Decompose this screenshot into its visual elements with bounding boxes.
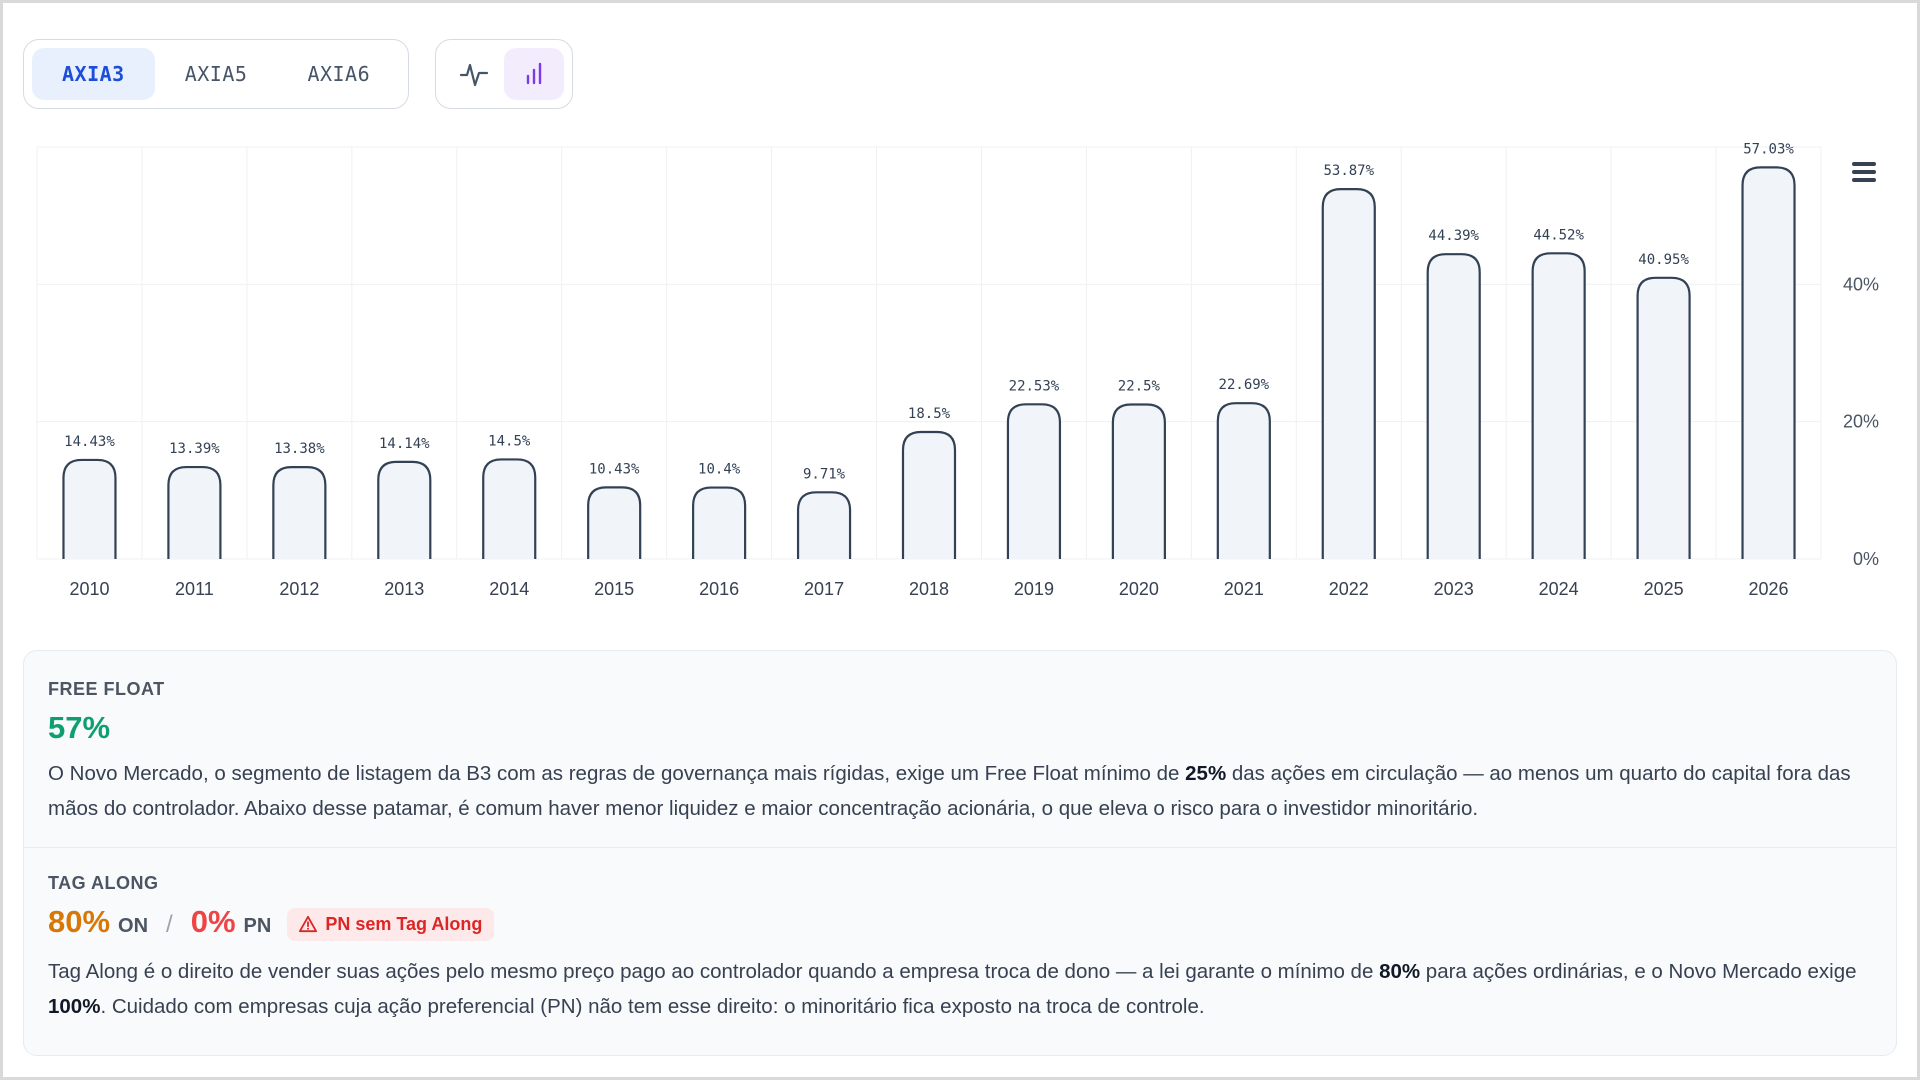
bar-2010 [62,458,117,559]
data-label: 22.5% [1118,379,1161,395]
x-tick-label: 2012 [279,579,319,599]
x-tick-label: 2018 [909,579,949,599]
x-tick-label: 2022 [1329,579,1369,599]
tag-along-novo-mercado: 100% [48,995,101,1018]
tag-along-description: Tag Along é o direito de vender suas açõ… [48,954,1878,1024]
bar-2026 [1741,166,1796,559]
pn-warning-text: PN sem Tag Along [325,913,483,934]
info-panel: FREE FLOAT 57% O Novo Mercado, o segment… [23,650,1897,1056]
data-label: 18.5% [908,406,951,422]
bar-2012 [272,466,327,559]
x-tick-label: 2015 [594,579,634,599]
bar-chart-icon [526,62,542,85]
chart-type-selector [435,39,574,109]
x-tick-label: 2021 [1224,579,1264,599]
x-tick-label: 2025 [1644,579,1684,599]
data-label: 10.43% [589,461,640,477]
x-tick-label: 2014 [489,579,529,599]
bar-2015 [587,486,642,559]
x-tick-label: 2020 [1119,579,1159,599]
toolbar: AXIA3 AXIA5 AXIA6 [23,39,574,109]
ticker-tab-axia5[interactable]: AXIA5 [184,62,248,86]
x-tick-label: 2011 [175,579,214,599]
tag-along-min-on: 80% [1379,960,1421,983]
data-label: 13.39% [169,441,220,457]
bar-2014 [482,458,537,559]
x-tick-label: 2023 [1434,579,1474,599]
free-float-text-1: O Novo Mercado, o segmento de listagem d… [48,762,1186,785]
bar-2025 [1636,276,1691,559]
bar-2021 [1216,402,1271,559]
free-float-chart: 0% 20% 40% 14.43% 2010 13.39% 2011 13.38% 2012 14… [3,133,1920,613]
pn-warning-badge: PN sem Tag Along [287,907,495,941]
data-label: 57.03% [1743,141,1794,157]
bar-2016 [692,486,747,559]
tag-along-on-value: 80% [48,904,111,939]
x-tick-label: 2019 [1014,579,1054,599]
chart-svg: 0% 20% 40% 14.43% 2010 13.39% 2011 13.38% 2012 14… [36,141,1879,599]
hamburger-menu-icon [1852,162,1876,182]
tag-along-section: TAG ALONG 80% ON / 0% PN PN sem Tag Alon… [48,873,1872,1024]
tag-along-pn-label: PN [243,915,272,937]
tag-along-text-1: Tag Along é o direito de vender suas açõ… [48,960,1380,983]
line-chart-icon [460,63,489,87]
line-chart-button[interactable] [444,48,504,100]
free-float-text-2: das ações em circulação — ao menos um qu… [48,762,1851,820]
ticker-selector: AXIA3 AXIA5 AXIA6 [23,39,410,109]
warning-triangle-icon [299,915,318,933]
data-label: 14.5% [488,433,531,449]
bar-2013 [377,460,432,559]
bar-2023 [1426,253,1481,559]
data-label: 40.95% [1638,252,1689,268]
section-divider [24,847,1896,848]
tag-along-on-label: ON [118,915,149,937]
tag-along-values: 80% ON / 0% PN PN sem Tag Along [48,904,1872,944]
data-label: 44.39% [1428,228,1479,244]
bar-2011 [167,465,222,559]
x-tick-label: 2026 [1749,579,1789,599]
bar-2018 [901,430,957,559]
tag-along-pn-value: 0% [190,904,236,939]
data-label: 10.4% [698,462,741,478]
free-float-description: O Novo Mercado, o segmento de listagem d… [48,756,1878,826]
data-label: 22.53% [1009,378,1060,394]
bar-2017 [796,491,852,559]
y-tick-label: 0% [1853,549,1879,569]
x-tick-label: 2010 [69,579,109,599]
ticker-tab-axia3[interactable]: AXIA3 [32,48,155,100]
y-tick-label: 40% [1843,274,1879,294]
free-float-min-value: 25% [1185,762,1227,785]
x-tick-label: 2024 [1539,579,1579,599]
x-tick-label: 2016 [699,579,739,599]
data-label: 13.38% [274,441,325,457]
bar-2019 [1006,403,1062,559]
data-label: 14.43% [64,434,115,450]
data-label: 14.14% [379,436,430,452]
tag-along-separator: / [166,911,173,938]
data-label: 9.71% [803,466,846,482]
data-label: 44.52% [1533,227,1584,243]
chart-menu-button[interactable] [1849,157,1879,187]
data-label: 53.87% [1323,163,1374,179]
tag-along-text-2: para ações ordinárias, e o Novo Mercado … [1420,960,1857,983]
free-float-value: 57% [48,710,111,745]
bar-chart-button[interactable] [504,48,565,100]
x-tick-label: 2013 [384,579,424,599]
bar-2022 [1321,187,1376,559]
free-float-section: FREE FLOAT 57% O Novo Mercado, o segment… [48,679,1872,826]
ticker-tab-axia6[interactable]: AXIA6 [307,62,371,86]
data-label: 22.69% [1219,377,1270,393]
bar-2020 [1111,403,1166,559]
bar-2024 [1531,252,1586,559]
free-float-title: FREE FLOAT [48,679,165,699]
y-tick-label: 20% [1843,412,1879,432]
tag-along-title: TAG ALONG [48,873,159,893]
tag-along-text-3: . Cuidado com empresas cuja ação prefere… [100,995,1205,1018]
x-tick-label: 2017 [804,579,844,599]
